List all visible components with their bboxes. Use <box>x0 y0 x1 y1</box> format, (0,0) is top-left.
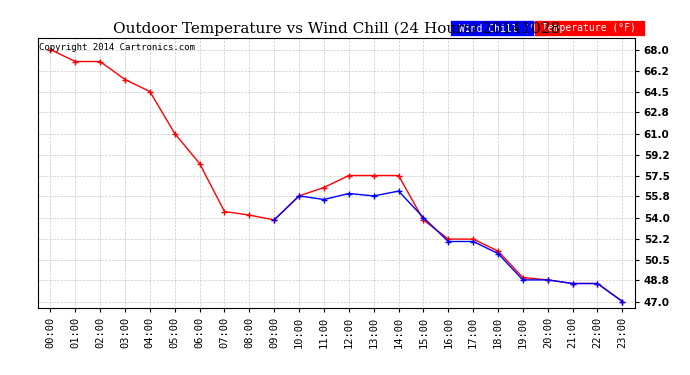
Text: Temperature (°F): Temperature (°F) <box>536 23 642 33</box>
Text: Wind Chill (°F): Wind Chill (°F) <box>453 23 553 33</box>
Title: Outdoor Temperature vs Wind Chill (24 Hours) 20141028: Outdoor Temperature vs Wind Chill (24 Ho… <box>112 22 560 36</box>
Text: Copyright 2014 Cartronics.com: Copyright 2014 Cartronics.com <box>39 43 195 52</box>
